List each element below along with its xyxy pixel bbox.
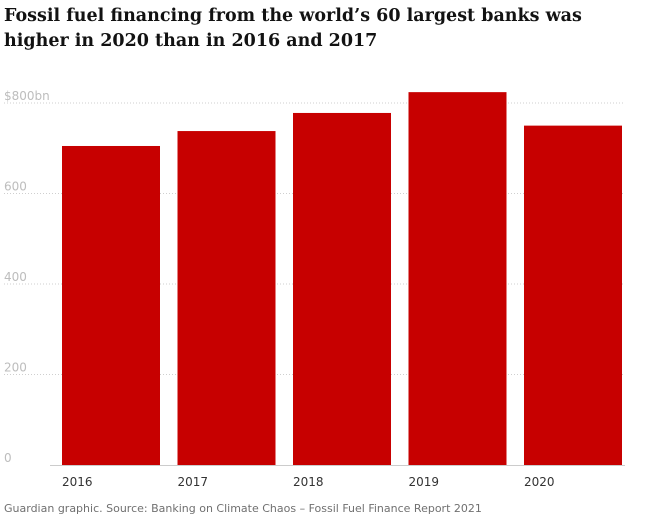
y-tick-label: 0 [4,451,12,465]
bar-2017 [177,131,276,465]
bar-2016 [62,145,160,466]
bar-2020 [524,125,622,465]
bar-2019 [408,92,507,465]
x-tick-labels: 2016 2017 2018 2019 2020 [62,475,555,489]
source-note: Guardian graphic. Source: Banking on Cli… [4,502,482,515]
x-tick-label: 2019 [409,475,440,489]
x-tick-label: 2020 [524,475,555,489]
bars [62,92,622,466]
chart-title: Fossil fuel financing from the world’s 6… [4,6,582,51]
y-tick-label: $800bn [4,89,50,103]
y-tick-label: 200 [4,361,27,375]
x-tick-label: 2016 [62,475,93,489]
y-tick-label: 400 [4,270,27,284]
y-tick-label: 600 [4,180,27,194]
bar-2018 [293,112,391,465]
x-tick-label: 2017 [178,475,209,489]
y-tick-labels: 0 200 400 600 $800bn [4,89,50,465]
x-tick-label: 2018 [293,475,324,489]
